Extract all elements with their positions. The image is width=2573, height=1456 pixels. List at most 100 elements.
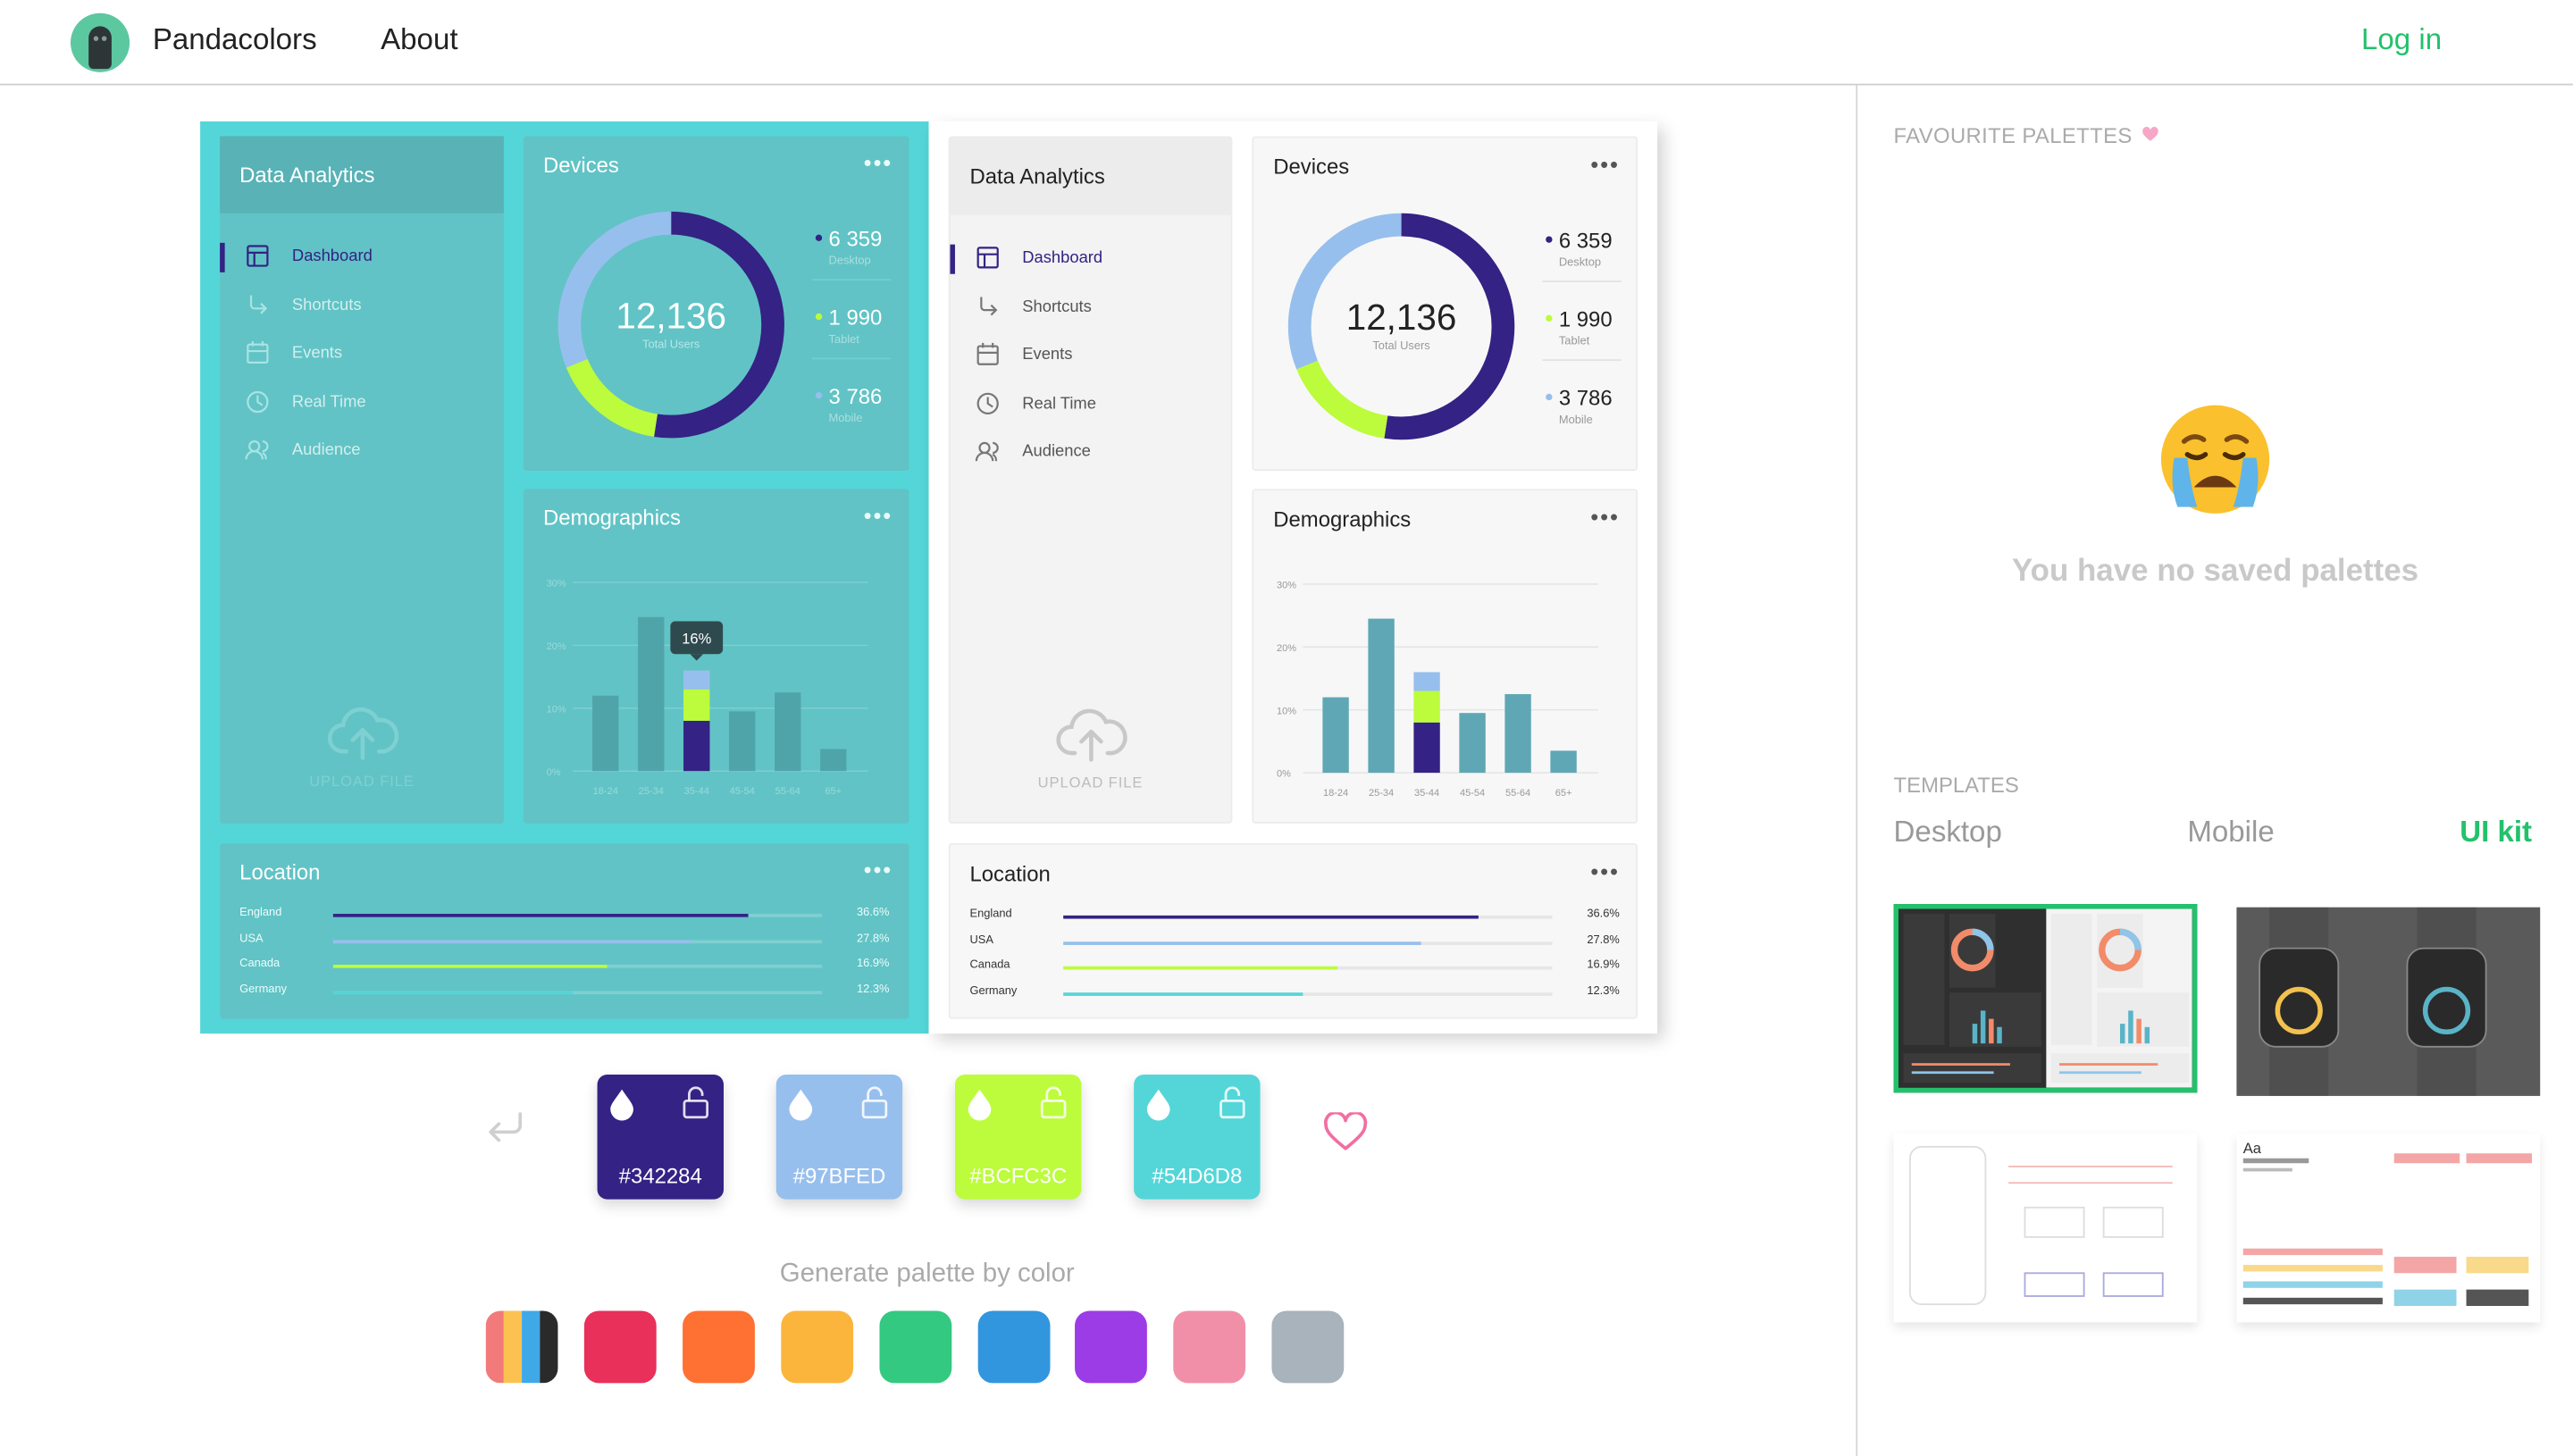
legend-divider bbox=[1542, 280, 1622, 282]
devices-menu-button[interactable]: ••• bbox=[863, 149, 893, 176]
sidebar-item-real-time[interactable]: Real Time bbox=[220, 388, 504, 417]
y-tick-label: 0% bbox=[1277, 769, 1291, 780]
template-thumb-typography[interactable]: Aa bbox=[2236, 1134, 2541, 1323]
bar-35-44-segment bbox=[683, 720, 710, 772]
sidebar-item-events[interactable]: Events bbox=[950, 341, 1230, 371]
location-menu-button[interactable]: ••• bbox=[1590, 858, 1620, 884]
sidebar-item-events[interactable]: Events bbox=[220, 339, 504, 369]
tab-ui-kit[interactable]: UI kit bbox=[2460, 815, 2533, 849]
location-percent: 16.9% bbox=[857, 958, 890, 970]
palette-swatch-2[interactable]: #97BFED bbox=[775, 1075, 903, 1200]
location-row-germany: Germany 12.3% bbox=[239, 980, 889, 1003]
location-row-usa: USA 27.8% bbox=[969, 931, 1619, 954]
undo-arrow-icon[interactable] bbox=[482, 1109, 525, 1145]
tab-desktop[interactable]: Desktop bbox=[1893, 815, 2002, 849]
x-tick-label: 65+ bbox=[825, 786, 842, 797]
palette-hex-code[interactable]: #BCFC3C bbox=[969, 1163, 1068, 1188]
x-tick-label: 45-54 bbox=[1460, 788, 1485, 799]
bar-35-44-segment bbox=[683, 689, 710, 721]
location-name: Germany bbox=[239, 983, 288, 995]
demographics-title: Demographics bbox=[542, 505, 681, 531]
legend-number: 1 990 bbox=[828, 305, 883, 331]
color-chip-gray[interactable] bbox=[1271, 1310, 1345, 1384]
palette-swatch-3[interactable]: #BCFC3C bbox=[954, 1075, 1082, 1200]
color-chip-orange[interactable] bbox=[683, 1310, 755, 1384]
bar-25-34 bbox=[638, 616, 665, 772]
color-chip-multicolor[interactable] bbox=[485, 1310, 558, 1384]
location-progress-track bbox=[1063, 966, 1553, 970]
heart-outline-icon[interactable] bbox=[1322, 1112, 1368, 1151]
palette-hex-code[interactable]: #342284 bbox=[618, 1163, 702, 1188]
tooltip-value: 16% bbox=[682, 630, 711, 647]
legend-label-tablet: Tablet bbox=[1558, 336, 1590, 348]
location-menu-button[interactable]: ••• bbox=[863, 856, 893, 883]
sidebar-item-shortcuts[interactable]: Shortcuts bbox=[950, 293, 1230, 322]
panda-logo-icon[interactable] bbox=[70, 13, 130, 72]
color-chip-yellow[interactable] bbox=[781, 1310, 854, 1384]
devices-menu-button[interactable]: ••• bbox=[1590, 150, 1620, 178]
location-percent: 16.9% bbox=[1587, 959, 1620, 972]
location-progress-fill bbox=[332, 964, 608, 968]
color-chip-red[interactable] bbox=[583, 1310, 657, 1384]
devices-card: Devices ••• 12,136 Total Users 6 359 Desktop 1… bbox=[1252, 136, 1639, 472]
sidebar-item-audience[interactable]: Audience bbox=[220, 437, 504, 466]
sidebar-item-audience[interactable]: Audience bbox=[950, 438, 1230, 467]
bar-35-44-segment bbox=[1413, 722, 1440, 774]
legend-divider bbox=[812, 357, 892, 360]
color-chip-green[interactable] bbox=[879, 1310, 952, 1384]
login-link[interactable]: Log in bbox=[2361, 22, 2443, 56]
demographics-menu-button[interactable]: ••• bbox=[1590, 503, 1620, 531]
demographics-title: Demographics bbox=[1273, 506, 1412, 532]
palette-hex-code[interactable]: #97BFED bbox=[792, 1163, 886, 1188]
sidebar-item-dashboard[interactable]: Dashboard bbox=[220, 242, 504, 272]
palette-swatch-1[interactable]: #342284 bbox=[597, 1075, 724, 1200]
sidebar-panel: Data Analytics Dashboard Shortcuts Events Re… bbox=[220, 136, 504, 824]
upload-file-button[interactable]: UPLOAD FILE bbox=[220, 702, 504, 789]
favourite-palettes-title: FAVOURITE PALETTES bbox=[1894, 123, 2160, 147]
sidebar-item-dashboard[interactable]: Dashboard bbox=[950, 244, 1230, 274]
color-chip-purple[interactable] bbox=[1075, 1310, 1147, 1384]
location-percent: 12.3% bbox=[1587, 984, 1620, 997]
location-card: Location ••• England 36.6% USA 27.8% Canada 16.… bbox=[220, 843, 909, 1019]
x-tick-label: 25-34 bbox=[1369, 788, 1394, 799]
demographics-bar-chart: 30% 20% 10% 0% 18-24 25-34 35-44 45-54 55-64 65+ 1… bbox=[524, 489, 909, 824]
total-users-value: 12,136 bbox=[1345, 297, 1457, 339]
legend-value-tablet: 1 990 bbox=[815, 305, 883, 331]
legend-divider bbox=[1542, 359, 1622, 362]
palette-hex-code[interactable]: #54D6D8 bbox=[1152, 1163, 1243, 1188]
palette-swatch-4[interactable]: #54D6D8 bbox=[1134, 1075, 1261, 1200]
location-percent: 12.3% bbox=[857, 983, 890, 995]
upload-file-button[interactable]: UPLOAD FILE bbox=[950, 704, 1230, 791]
legend-dot bbox=[815, 391, 823, 398]
legend-value-desktop: 6 359 bbox=[815, 226, 882, 251]
templates-title: TEMPLATES bbox=[1893, 773, 2019, 798]
about-link[interactable]: About bbox=[381, 22, 458, 56]
bar-18-24 bbox=[592, 695, 619, 772]
bar-65+ bbox=[820, 749, 847, 772]
template-thumb-wireframe[interactable] bbox=[1893, 1134, 2198, 1323]
location-row-england: England 36.6% bbox=[969, 906, 1619, 929]
sidebar-item-real-time[interactable]: Real Time bbox=[950, 389, 1230, 419]
x-tick-label: 35-44 bbox=[1414, 788, 1439, 799]
tab-mobile[interactable]: Mobile bbox=[2187, 815, 2275, 849]
color-chip-pink[interactable] bbox=[1173, 1310, 1246, 1384]
heart-icon bbox=[2142, 127, 2159, 141]
template-thumb-watch[interactable] bbox=[2236, 907, 2541, 1096]
color-chip-blue[interactable] bbox=[977, 1310, 1051, 1384]
x-tick-label: 18-24 bbox=[1323, 788, 1348, 799]
total-users-label: Total Users bbox=[1372, 341, 1430, 353]
template-thumb-dashboard[interactable] bbox=[1893, 904, 2198, 1093]
bar-45-54 bbox=[1459, 713, 1486, 774]
location-title: Location bbox=[239, 859, 321, 884]
total-users-label: Total Users bbox=[642, 339, 700, 352]
brand-name[interactable]: Pandacolors bbox=[152, 22, 317, 56]
sidebar-item-shortcuts[interactable]: Shortcuts bbox=[220, 291, 504, 321]
panel-divider bbox=[1856, 85, 1858, 1456]
x-tick-label: 65+ bbox=[1555, 788, 1572, 799]
demographics-menu-button[interactable]: ••• bbox=[863, 502, 893, 529]
legend-value-desktop: 6 359 bbox=[1546, 228, 1613, 253]
location-progress-fill bbox=[332, 990, 574, 994]
donut-segment-mobile bbox=[557, 211, 784, 439]
cloud-upload-icon bbox=[220, 702, 504, 769]
bar-65+ bbox=[1550, 750, 1577, 774]
